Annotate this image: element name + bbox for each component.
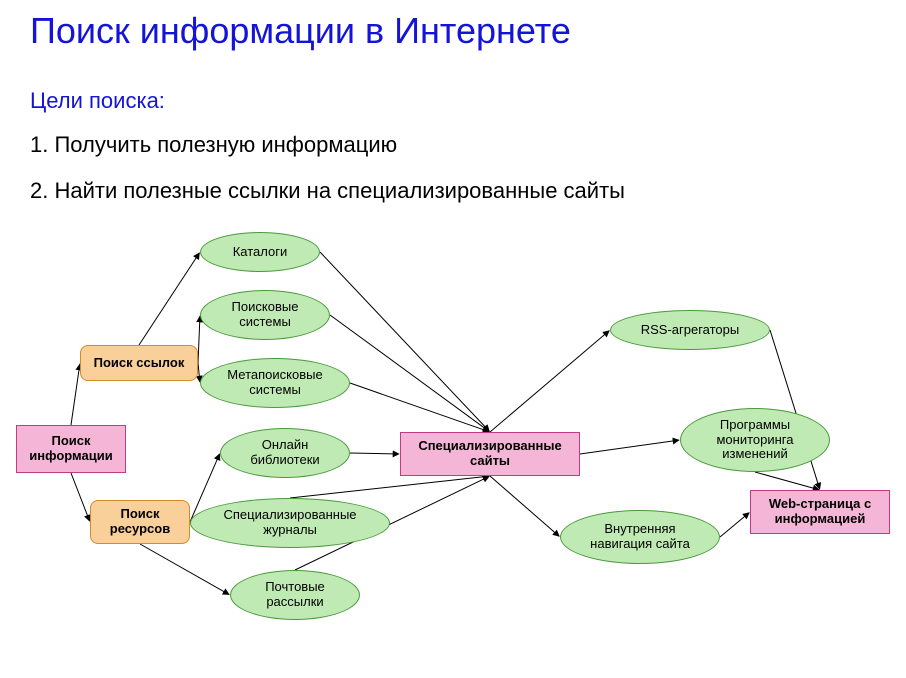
node-spec_saity: Специализированныесайты [400,432,580,476]
edge-poisk_resursov-pochta [140,544,229,595]
node-rss: RSS-агрегаторы [610,310,770,350]
node-web_page: Web-страница синформацией [750,490,890,534]
edge-metapoisk-spec_saity [350,383,489,432]
node-poisk_sys: Поисковыесистемы [200,290,330,340]
edges-layer [0,0,906,678]
edge-katalogi-spec_saity [320,252,489,431]
node-navigacia: Внутренняянавигация сайта [560,510,720,564]
edge-poisk_ssylok-katalogi [139,253,199,345]
node-poisk_ssylok: Поиск ссылок [80,345,198,381]
edge-poisk_info-poisk_ssylok [71,364,80,425]
edge-navigacia-web_page [720,513,749,537]
node-metapoisk: Метапоисковыесистемы [200,358,350,408]
edge-spec_saity-monitoring [580,440,679,454]
diagram-area: Поискинформации Поиск ссылок Поискресурсов… [0,0,906,678]
node-pochta: Почтовыерассылки [230,570,360,620]
edge-spec_saity-navigacia [490,476,559,536]
node-spec_jurnaly: Специализированныежурналы [190,498,390,548]
node-online_bibl: Онлайнбиблиотеки [220,428,350,478]
edge-monitoring-web_page [755,472,819,490]
edge-poisk_ssylok-poisk_sys [198,316,200,363]
edge-spec_saity-rss [490,331,609,432]
node-katalogi: Каталоги [200,232,320,272]
edge-poisk_info-poisk_resursov [71,473,90,521]
edge-spec_jurnaly-spec_saity [290,476,489,498]
node-poisk_info: Поискинформации [16,425,126,473]
edge-poisk_sys-spec_saity [330,315,489,431]
edge-online_bibl-spec_saity [350,453,399,454]
node-poisk_resursov: Поискресурсов [90,500,190,544]
node-monitoring: Программымониторингаизменений [680,408,830,472]
